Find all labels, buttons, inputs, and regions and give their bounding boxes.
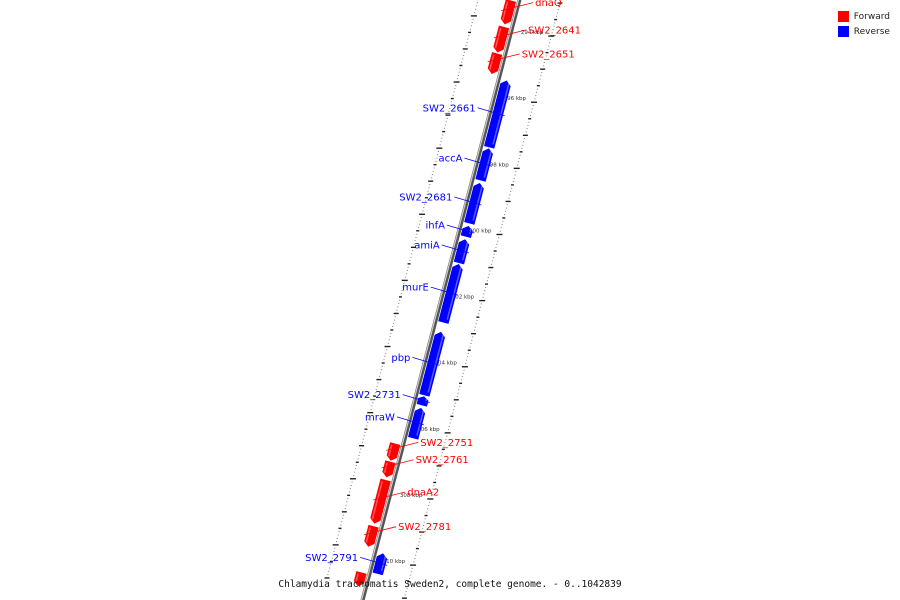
gene-shine	[388, 444, 393, 457]
gene-label-leader	[446, 224, 475, 234]
gene-label[interactable]: ihfA	[425, 221, 445, 232]
gene-arrow[interactable]	[484, 80, 511, 149]
gene-arrow[interactable]	[419, 331, 445, 397]
gene-arrow[interactable]	[353, 571, 367, 587]
tick-label: 300 kbp	[469, 228, 492, 234]
gene-shine	[462, 241, 469, 261]
gene-label[interactable]: SW2_2641	[528, 25, 581, 36]
gene-shine	[383, 462, 388, 474]
gene-label-leader	[373, 491, 406, 501]
backbone-line	[360, 0, 522, 600]
gene-label[interactable]: amiA	[414, 240, 440, 251]
tick-label: 308 kbp	[400, 493, 423, 499]
tick-label: 304 kbp	[434, 361, 457, 367]
gene-label[interactable]: murE	[402, 283, 429, 294]
gene-shine	[365, 527, 371, 543]
gene-shine	[355, 573, 359, 583]
genome-backbone	[360, 0, 522, 600]
gene-label[interactable]: SW2_2761	[416, 455, 469, 466]
gene-arrow[interactable]	[487, 52, 503, 74]
gene-arrow[interactable]	[500, 0, 517, 25]
gene-arrow[interactable]	[370, 478, 391, 524]
legend-label-forward: Forward	[853, 11, 890, 22]
scale-ticks: 294 kbp 296 kbp 298 kbp 300 kbp 302 kbp 304 k…	[324, 0, 563, 599]
gene-arrow[interactable]	[464, 183, 484, 225]
legend-item-forward: Forward	[837, 9, 890, 24]
gene-label[interactable]: SW2_2751	[420, 438, 473, 449]
gene-label-leader	[477, 107, 505, 117]
gene-shine	[424, 398, 428, 403]
gene-label-leader	[364, 526, 397, 536]
legend-label-reverse: Reverse	[853, 26, 890, 37]
genome-caption: Chlamydia trachomatis Sweden2, complete …	[278, 579, 622, 590]
gene-label[interactable]: mraW	[365, 412, 395, 423]
tick-label: 294 kbp	[521, 30, 544, 36]
gene-label[interactable]: pbp	[391, 353, 410, 364]
backbone-highlight	[360, 0, 520, 600]
gene-shine	[446, 266, 462, 320]
tick-label: 296 kbp	[504, 96, 527, 102]
gene-label-leader	[441, 244, 469, 254]
gene-labels: SW2_2621dnaQSW2_2641SW2_2651SW2_2661accA…	[305, 0, 581, 566]
gene-arrow[interactable]	[475, 148, 493, 182]
legend-swatch-forward	[837, 11, 849, 22]
gene-arrow[interactable]	[364, 524, 379, 547]
gene-label-leader	[386, 441, 419, 451]
gene-label-leader	[454, 196, 482, 206]
gene-shine	[483, 150, 492, 178]
gene-label[interactable]: SW2_2781	[398, 522, 451, 533]
gene-arrow[interactable]	[453, 239, 470, 265]
gene-arrow[interactable]	[438, 264, 463, 324]
gene-shine	[472, 185, 483, 221]
gene-label-leader	[402, 394, 430, 403]
gene-label[interactable]: SW2_2731	[348, 390, 401, 401]
gene-shine	[494, 27, 502, 49]
gene-label-leader	[381, 459, 414, 469]
tick-label: 302 kbp	[452, 295, 475, 301]
gene-shine	[468, 228, 472, 234]
gene-arrow[interactable]	[386, 442, 401, 461]
gene-shine	[492, 83, 510, 145]
gene-shine	[416, 410, 425, 436]
gene-arrow[interactable]	[408, 407, 426, 440]
legend: Forward Reverse	[837, 9, 890, 39]
gene-label-leader	[396, 416, 424, 426]
gene-shine	[371, 480, 384, 520]
gene-label-leader	[430, 286, 458, 296]
gene-label[interactable]: dnaQ	[535, 0, 562, 9]
gene-label-leader	[493, 29, 527, 39]
gene-label-leader	[501, 2, 534, 12]
gene-shine	[489, 54, 495, 70]
gene-label-leader	[487, 53, 520, 63]
gene-label[interactable]: SW2_2791	[305, 553, 358, 564]
tick-label: 298 kbp	[486, 162, 509, 168]
gene-arrow[interactable]	[493, 25, 510, 53]
gene-label-leader	[412, 356, 440, 366]
gene-label-leader	[464, 157, 492, 167]
gene-label-leader	[360, 557, 388, 566]
legend-item-reverse: Reverse	[837, 24, 890, 39]
gene-shine	[502, 1, 509, 21]
tick-label: 310 kbp	[383, 559, 406, 565]
gene-label[interactable]: SW2_2651	[522, 49, 575, 60]
gene-shine	[380, 555, 387, 572]
gene-label[interactable]: accA	[439, 154, 463, 165]
gene-label[interactable]: SW2_2681	[399, 193, 452, 204]
gene-label[interactable]: dnaA2	[407, 487, 439, 498]
tick-label: 306 kbp	[417, 427, 440, 433]
gene-label[interactable]: SW2_2661	[423, 103, 476, 114]
gene-arrow[interactable]	[372, 553, 388, 576]
gene-shine	[427, 334, 445, 393]
legend-swatch-reverse	[837, 26, 849, 37]
